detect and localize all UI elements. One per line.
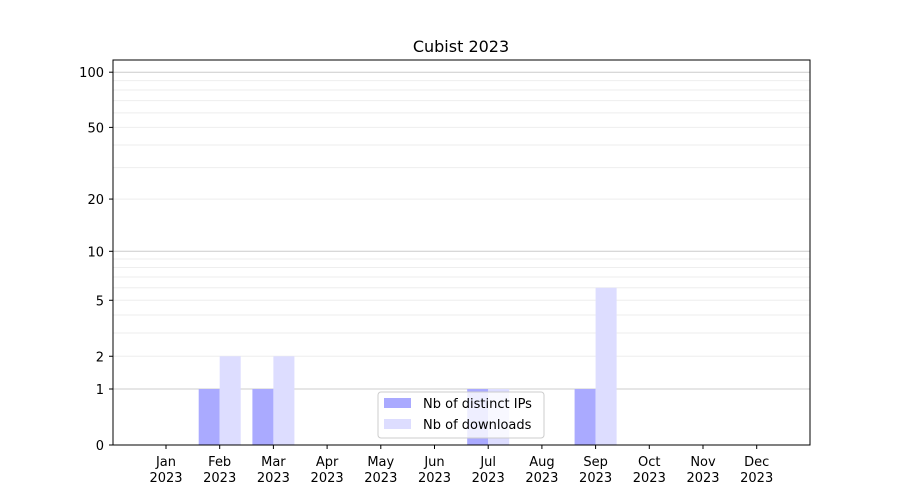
legend: Nb of distinct IPs Nb of downloads: [377, 391, 545, 439]
y-tick-label: 1: [96, 383, 104, 398]
x-tick-label: 2023: [686, 471, 719, 486]
legend-label: Nb of distinct IPs: [423, 397, 532, 412]
x-tick-label: 2023: [311, 471, 344, 486]
bar-downloads: [273, 356, 295, 445]
y-tick-label: 5: [96, 294, 104, 309]
x-tick-label: Dec: [744, 455, 769, 470]
plot-frame: [112, 59, 811, 446]
x-tick-label: Aug: [529, 455, 554, 470]
x-tick-label: Apr: [316, 455, 339, 470]
legend-swatch: [384, 398, 411, 408]
x-tick-label: Jan: [155, 455, 176, 470]
x-tick-label: 2023: [418, 471, 451, 486]
legend-label: Nb of downloads: [423, 418, 532, 433]
y-tick-label: 50: [87, 121, 104, 136]
x-tick-label: 2023: [364, 471, 397, 486]
x-tick-label: Mar: [261, 455, 286, 470]
x-tick-label: Jun: [423, 455, 444, 470]
x-tick-label: 2023: [740, 471, 773, 486]
x-tick-label: Oct: [638, 455, 660, 470]
x-tick-label: Feb: [208, 455, 231, 470]
bar-downloads: [595, 287, 617, 445]
x-tick-label: 2023: [472, 471, 505, 486]
y-tick-label: 20: [87, 193, 104, 208]
y-tick-label: 0: [96, 439, 104, 454]
y-tick-label: 10: [87, 245, 104, 260]
bar-downloads: [219, 356, 241, 445]
y-tick-label: 2: [96, 350, 104, 365]
x-tick-label: 2023: [203, 471, 236, 486]
bar-ips: [252, 389, 274, 445]
chart-title: Cubist 2023: [413, 37, 509, 56]
x-tick-label: May: [367, 455, 394, 470]
x-tick-label: 2023: [149, 471, 182, 486]
bar-ips: [574, 389, 596, 445]
bar-ips: [198, 389, 220, 445]
x-tick-label: Nov: [690, 455, 716, 470]
x-tick-label: 2023: [633, 471, 666, 486]
y-tick-label: 100: [79, 66, 104, 81]
x-tick-label: Sep: [583, 455, 608, 470]
legend-box: [377, 391, 545, 439]
x-tick-label: 2023: [257, 471, 290, 486]
legend-swatch: [384, 419, 411, 429]
x-tick-label: 2023: [579, 471, 612, 486]
x-tick-label: Jul: [479, 455, 496, 470]
x-tick-label: 2023: [525, 471, 558, 486]
